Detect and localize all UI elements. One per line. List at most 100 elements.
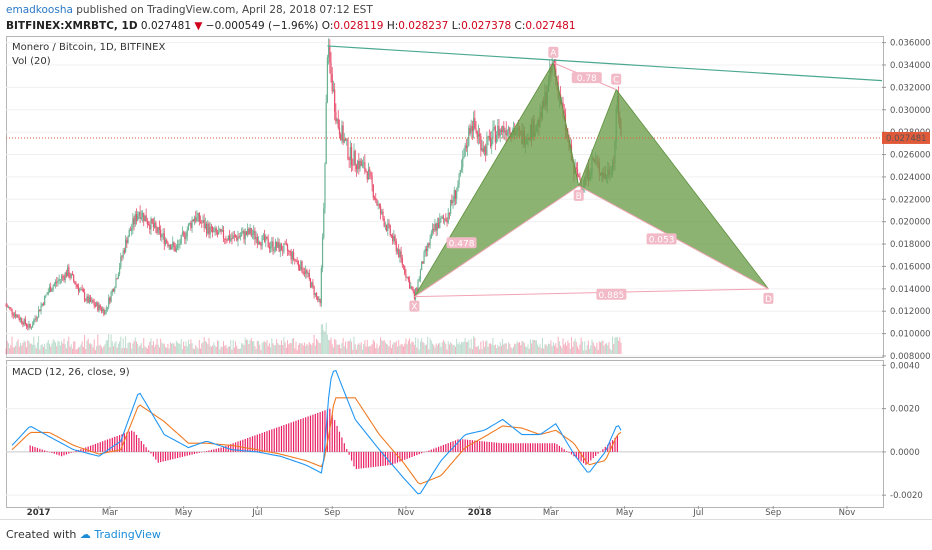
macd-histogram-bar bbox=[152, 451, 155, 457]
volume-bar bbox=[358, 343, 360, 354]
candle-body bbox=[476, 131, 478, 138]
tradingview-brand-link[interactable]: TradingView bbox=[94, 528, 161, 541]
volume-bar bbox=[291, 338, 293, 354]
volume-bar bbox=[332, 347, 334, 354]
volume-bar bbox=[213, 342, 215, 354]
volume-bar bbox=[404, 343, 406, 354]
footer-divider bbox=[0, 519, 932, 520]
volume-bar bbox=[555, 343, 557, 354]
candle-body bbox=[486, 139, 488, 155]
macd-histogram-bar bbox=[44, 450, 46, 452]
last-price-tag bbox=[882, 131, 930, 144]
volume-bar bbox=[151, 345, 153, 354]
macd-histogram-bar bbox=[213, 449, 215, 452]
volume-bar bbox=[131, 348, 133, 354]
volume-bar bbox=[487, 346, 489, 354]
volume-bar bbox=[191, 343, 193, 354]
volume-bar bbox=[18, 346, 20, 354]
volume-bar bbox=[185, 341, 187, 354]
candle-body bbox=[149, 224, 151, 230]
volume-bar bbox=[273, 345, 275, 354]
candle-body bbox=[509, 127, 511, 135]
volume-bar bbox=[82, 346, 84, 354]
volume-bar bbox=[386, 343, 388, 354]
macd-histogram-bar bbox=[370, 451, 372, 468]
candle-body bbox=[75, 284, 77, 286]
macd-histogram-bar bbox=[445, 444, 447, 452]
volume-bar bbox=[599, 342, 601, 354]
volume-bar bbox=[208, 338, 210, 354]
candle-body bbox=[500, 129, 502, 132]
macd-histogram-bar bbox=[276, 427, 278, 452]
volume-bar bbox=[496, 348, 498, 354]
macd-histogram-bar bbox=[483, 441, 486, 452]
volume-bar bbox=[97, 334, 99, 354]
price-tick-label: 0.030000 bbox=[890, 106, 931, 116]
volume-bar bbox=[220, 346, 222, 354]
macd-histogram-bar bbox=[181, 451, 184, 457]
candle-body bbox=[22, 322, 24, 325]
volume-bar bbox=[196, 347, 198, 354]
volume-bar bbox=[40, 344, 42, 354]
x-tick-label: 2018 bbox=[468, 508, 492, 518]
candle-body bbox=[466, 145, 469, 148]
candle-body bbox=[289, 250, 291, 252]
candle-body bbox=[152, 223, 155, 228]
volume-bar bbox=[389, 340, 391, 354]
candle-body bbox=[126, 239, 128, 244]
candle-body bbox=[135, 213, 138, 221]
volume-bar bbox=[388, 346, 390, 354]
volume-bar bbox=[525, 346, 527, 354]
macd-histogram-bar bbox=[184, 451, 186, 457]
volume-bar bbox=[563, 344, 565, 354]
volume-bar bbox=[144, 346, 146, 354]
candle-body bbox=[40, 305, 42, 312]
volume-bar bbox=[61, 340, 63, 354]
volume-bar bbox=[102, 348, 104, 354]
volume-bar bbox=[248, 343, 250, 354]
candle-body bbox=[440, 218, 442, 220]
macd-histogram-bar bbox=[440, 445, 442, 452]
macd-histogram-bar bbox=[346, 449, 348, 452]
volume-bar bbox=[592, 342, 594, 354]
volume-bar bbox=[80, 344, 82, 354]
volume-bar bbox=[445, 343, 447, 354]
volume-bar bbox=[546, 346, 548, 354]
volume-bar bbox=[583, 350, 585, 354]
candle-body bbox=[427, 243, 429, 251]
macd-histogram-bar bbox=[580, 451, 582, 462]
candle-body bbox=[57, 281, 59, 283]
volume-bar bbox=[375, 347, 377, 354]
candle-body bbox=[239, 236, 242, 238]
volume-bar bbox=[329, 340, 331, 354]
volume-bar bbox=[595, 347, 597, 354]
pattern-line-xb bbox=[414, 185, 580, 298]
volume-bar bbox=[469, 348, 471, 354]
volume-bar bbox=[470, 338, 472, 354]
volume-bar bbox=[615, 336, 617, 354]
candle-body bbox=[270, 246, 272, 249]
macd-histogram-bar bbox=[363, 451, 365, 469]
candle-body bbox=[353, 150, 355, 166]
candle-body bbox=[410, 286, 412, 289]
volume-bar bbox=[345, 341, 347, 354]
author-link[interactable]: emadkoosha bbox=[6, 4, 73, 16]
candle-body bbox=[319, 298, 321, 304]
volume-bar bbox=[203, 336, 205, 354]
macd-histogram-bar bbox=[283, 425, 285, 452]
macd-histogram-bar bbox=[491, 442, 493, 452]
volume-bar bbox=[128, 342, 130, 354]
price-pane[interactable] bbox=[6, 36, 884, 358]
candle-body bbox=[161, 235, 163, 238]
macd-pane[interactable] bbox=[6, 360, 884, 508]
candle-body bbox=[204, 223, 206, 229]
volume-bar bbox=[540, 348, 542, 354]
volume-bar bbox=[409, 338, 411, 354]
volume-bar bbox=[552, 342, 554, 354]
candle-body bbox=[553, 60, 556, 69]
candle-body bbox=[169, 244, 171, 250]
candle-body bbox=[172, 242, 174, 248]
macd-histogram-bar bbox=[471, 440, 473, 452]
volume-bar bbox=[189, 344, 191, 354]
macd-histogram-bar bbox=[36, 447, 39, 452]
